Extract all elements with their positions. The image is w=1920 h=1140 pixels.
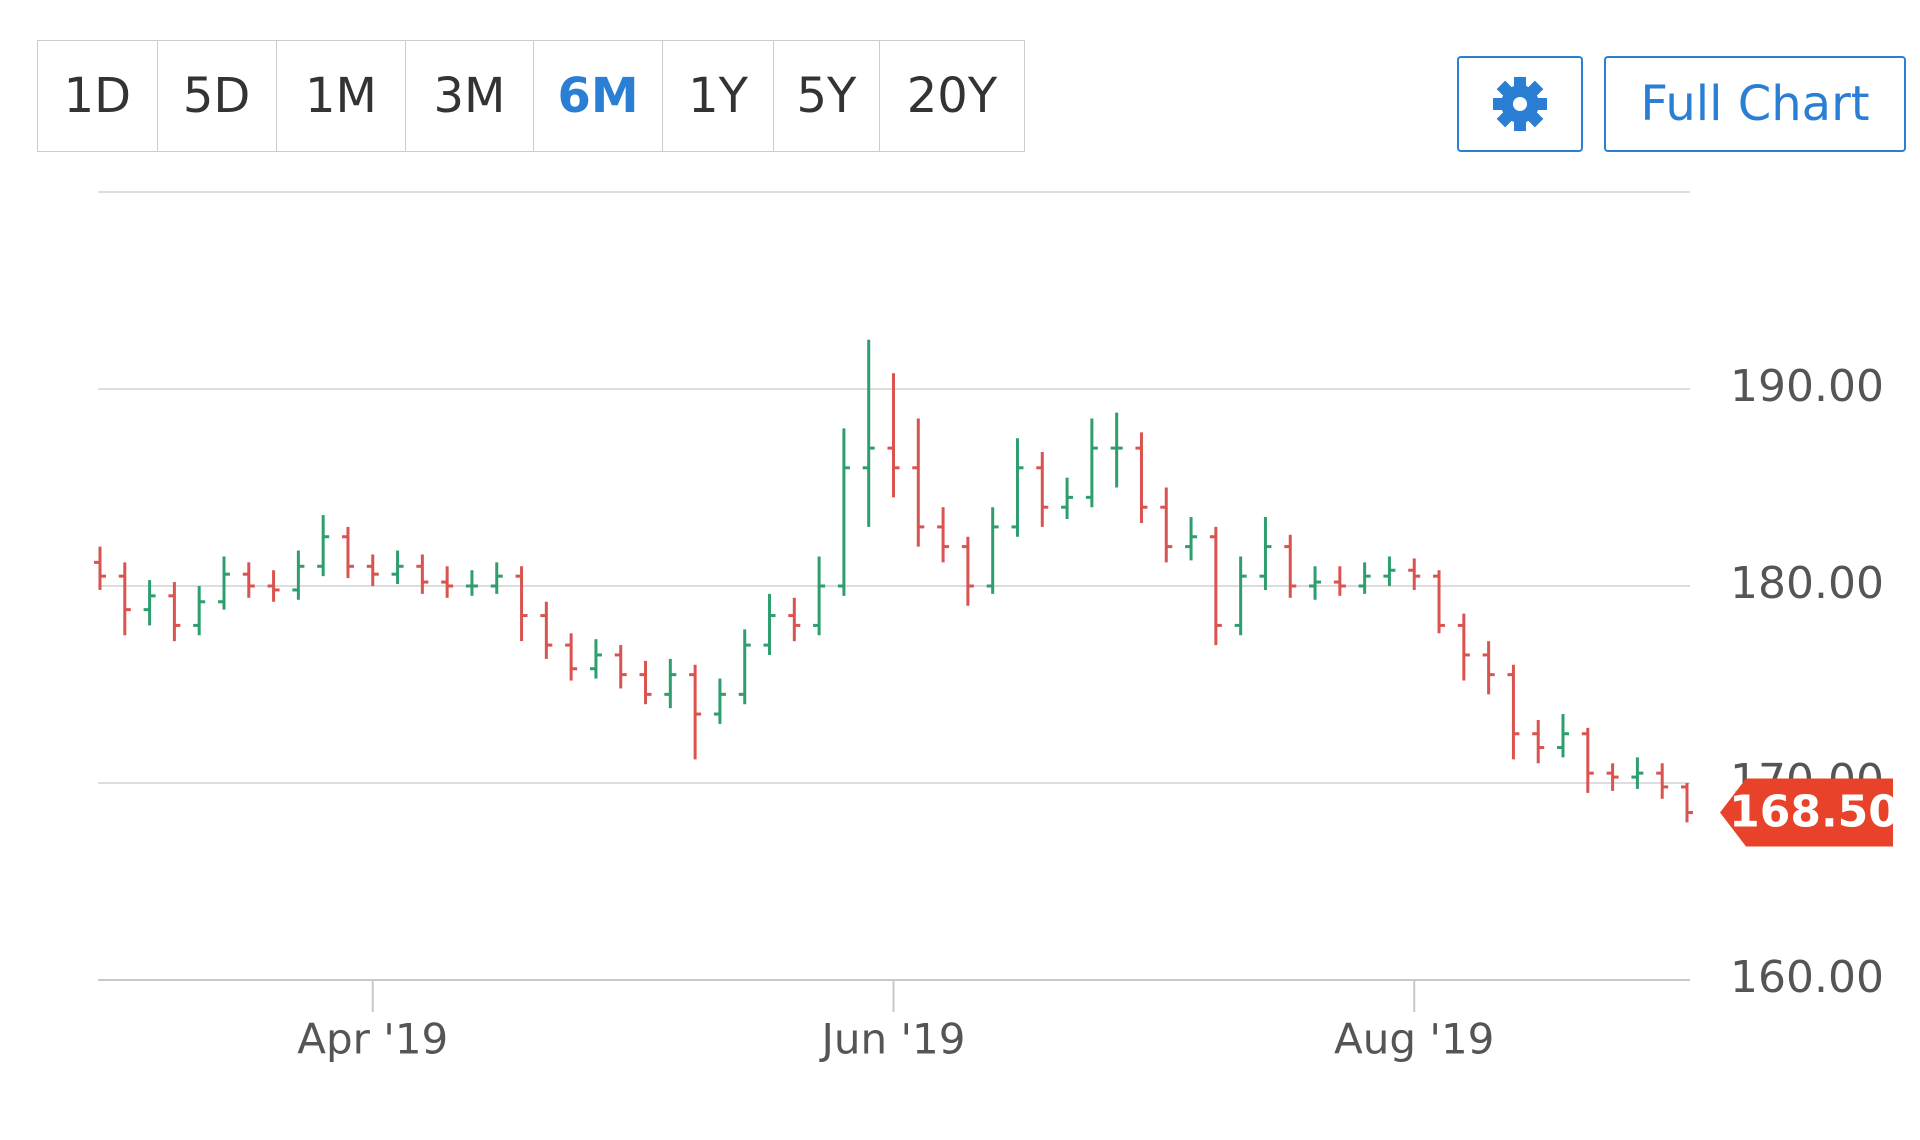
gear-icon [1493,77,1547,131]
ohlc-bar [788,597,801,642]
range-button[interactable]: 3M [405,41,532,151]
ohlc-bar [1457,613,1470,681]
ohlc-bar [713,678,726,724]
ohlc-bar [1433,570,1446,634]
ohlc-bar [813,556,826,636]
ohlc-bar [1110,412,1123,488]
ohlc-bar [1408,558,1421,590]
ohlc-bar [837,428,850,596]
ohlc-bar [1284,534,1297,598]
range-button[interactable]: 6M [532,41,663,151]
x-tick-label: Aug '19 [1334,1015,1494,1064]
ohlc-bar [763,593,776,655]
ohlc-bar [1209,526,1222,646]
ohlc-bar [1482,641,1495,695]
settings-button[interactable] [1457,56,1583,152]
ohlc-bar [1532,719,1545,764]
ohlc-bar [639,660,652,705]
ohlc-bar [1036,452,1049,527]
ohlc-bar [961,536,974,606]
ohlc-bar [490,562,503,594]
ohlc-bar [1507,664,1520,760]
ohlc-bar [515,566,528,642]
ohlc-bar [168,582,181,642]
ohlc-bar [738,629,751,705]
y-tick-label: 190.00 [1730,361,1884,412]
ohlc-bar [465,570,478,596]
ohlc-bar [1061,477,1074,520]
ohlc-bar [341,526,354,579]
range-button[interactable]: 5D [156,41,276,151]
ohlc-bar [1185,517,1198,561]
ohlc-bar [887,373,900,498]
range-button[interactable]: 1M [275,41,406,151]
ohlc-bar [614,645,627,689]
ohlc-bar [1358,562,1371,594]
ohlc-bar [292,550,305,600]
ohlc-bar [540,601,553,659]
y-tick-label: 160.00 [1730,952,1884,1003]
full-chart-button[interactable]: Full Chart [1604,56,1906,152]
ohlc-bar [912,418,925,547]
ohlc-bar [242,562,255,598]
ohlc-bar [986,507,999,594]
last-price-label: 168.50 [1729,787,1899,838]
last-price-tag [1720,778,1893,847]
ohlc-bar [1581,727,1594,793]
ohlc-bar [391,550,404,585]
ohlc-bar [1631,757,1644,789]
x-tick-label: Jun '19 [819,1015,966,1064]
range-selector: 1D 5D 1M 3M 6M 1Y 5Y 20Y [37,40,1025,152]
ohlc-bar [1234,556,1247,636]
ohlc-bar [1656,763,1669,799]
ohlc-bar [1333,566,1346,596]
range-button[interactable]: 20Y [879,41,1023,151]
ohlc-bar [862,339,875,527]
ohlc-bar [689,664,702,760]
ohlc-bar [118,562,131,636]
ohlc-bar [1160,487,1173,563]
y-tick-label: 180.00 [1730,558,1884,609]
x-tick-label: Apr '19 [297,1015,448,1064]
ohlc-bar [1681,783,1693,823]
range-button[interactable]: 1D [63,68,132,124]
ohlc-bar [366,554,379,586]
ohlc-bar [937,507,950,563]
ohlc-bar [1309,566,1322,600]
ohlc-bar [317,515,330,577]
ohlc-bar [1011,438,1024,537]
ohlc-bar [1259,517,1272,590]
ohlc-bar [589,639,602,679]
range-button[interactable]: 5Y [772,41,880,151]
ohlc-bar [1557,714,1570,758]
ohlc-bar [143,580,156,626]
ohlc-bar [1135,432,1148,523]
ohlc-bar [1085,418,1098,508]
range-button[interactable]: 1Y [662,41,772,151]
y-tick-label: 170.00 [1730,755,1884,806]
ohlc-bar [94,546,106,590]
ohlc-bar [193,586,206,636]
ohlc-bar [416,554,429,594]
ohlc-bar [664,658,677,709]
ohlc-bar [1383,556,1396,586]
ohlc-bar [1606,763,1619,791]
ohlc-bar [217,556,230,610]
ohlc-bar [441,566,454,598]
ohlc-bar [267,570,280,602]
ohlc-bar [565,633,578,681]
